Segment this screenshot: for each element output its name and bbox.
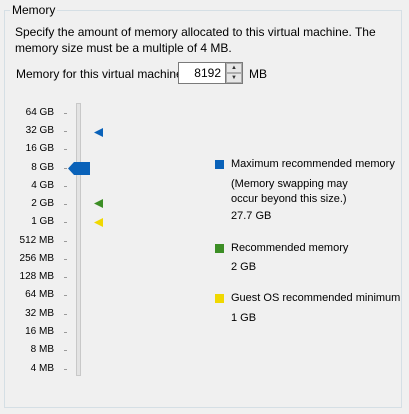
memory-unit-label: MB: [249, 67, 267, 81]
scale-label: 512 MB: [19, 235, 54, 246]
group-title: Memory: [10, 3, 58, 17]
scale-tick: [64, 259, 67, 260]
scale-tick: [64, 186, 67, 187]
scale-label: 16 GB: [25, 143, 54, 154]
scale-tick: [64, 149, 67, 150]
spin-down-button[interactable]: ▼: [226, 73, 242, 83]
scale-label: 1 GB: [31, 216, 54, 227]
scale-tick: [64, 168, 67, 169]
memory-spinner: ▲ ▼: [226, 62, 243, 84]
scale-tick: [64, 332, 67, 333]
scale-tick: [64, 222, 67, 223]
scale-tick: [64, 350, 67, 351]
memory-description: Specify the amount of memory allocated t…: [15, 25, 376, 55]
max-recommended-marker: [94, 128, 103, 137]
guest-min-value: 1 GB: [231, 312, 257, 324]
guest-min-marker: [94, 218, 103, 227]
scale-tick: [64, 131, 67, 132]
scale-tick: [64, 295, 67, 296]
max-recommended-note: (Memory swapping may occur beyond this s…: [231, 178, 348, 205]
scale-label: 4 MB: [30, 363, 54, 374]
scale-label: 64 GB: [25, 107, 54, 118]
scale-label: 32 GB: [25, 125, 54, 136]
scale-tick: [64, 277, 67, 278]
guest-min-label: Guest OS recommended minimum: [231, 292, 401, 304]
scale-label: 8 MB: [30, 344, 54, 355]
memory-input[interactable]: 8192: [178, 62, 226, 84]
memory-slider-track[interactable]: [76, 103, 81, 376]
scale-label: 2 GB: [31, 198, 54, 209]
scale-label: 16 MB: [25, 326, 54, 337]
scale-tick: [64, 113, 67, 114]
scale-label: 256 MB: [19, 253, 54, 264]
recommended-marker: [94, 199, 103, 208]
recommended-value: 2 GB: [231, 261, 257, 273]
recommended-swatch: [215, 244, 224, 253]
memory-groupbox: [4, 10, 402, 408]
scale-tick: [64, 369, 67, 370]
max-recommended-swatch: [215, 160, 224, 169]
max-recommended-value: 27.7 GB: [231, 210, 272, 222]
scale-tick: [64, 204, 67, 205]
spin-up-button[interactable]: ▲: [226, 63, 242, 73]
guest-min-swatch: [215, 294, 224, 303]
scale-label: 64 MB: [25, 289, 54, 300]
recommended-label: Recommended memory: [231, 242, 349, 254]
memory-slider-thumb[interactable]: [68, 162, 90, 175]
scale-tick: [64, 241, 67, 242]
scale-label: 8 GB: [31, 162, 54, 173]
max-recommended-label: Maximum recommended memory: [231, 158, 395, 170]
scale-label: 128 MB: [19, 271, 54, 282]
scale-label: 32 MB: [25, 308, 54, 319]
scale-label: 4 GB: [31, 180, 54, 191]
scale-tick: [64, 314, 67, 315]
memory-field-label: Memory for this virtual machine:: [16, 67, 187, 81]
